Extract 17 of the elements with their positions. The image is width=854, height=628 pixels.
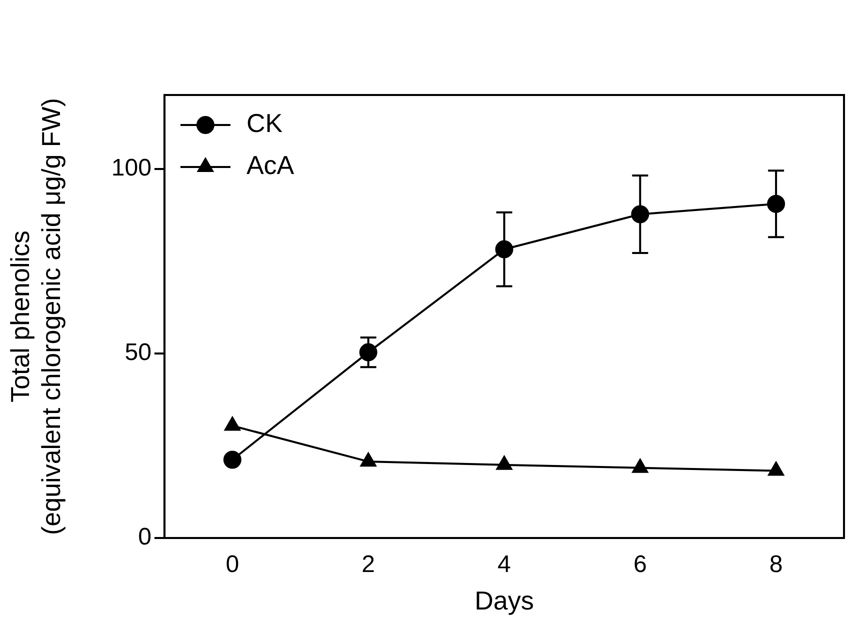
x-axis-title: Days [474, 586, 534, 616]
legend-label: AcA [246, 150, 295, 180]
point [224, 416, 240, 431]
y-tick-label: 50 [124, 339, 152, 366]
x-tick-label: 2 [362, 551, 375, 578]
x-tick-label: 0 [226, 551, 240, 578]
x-tick-label: 6 [633, 551, 647, 578]
legend-label: CK [246, 108, 284, 138]
point [768, 462, 784, 476]
point [496, 456, 512, 470]
y-tick-label: 100 [111, 154, 152, 182]
x-tick-label: 8 [769, 551, 783, 578]
point [632, 458, 648, 473]
x-tick-label: 4 [498, 551, 511, 578]
point [360, 452, 376, 467]
y-axis-title: Total phenolics (equivalent chlorogenic acid μg/g FW) [4, 98, 66, 535]
y-tick-label: 0 [138, 524, 152, 551]
